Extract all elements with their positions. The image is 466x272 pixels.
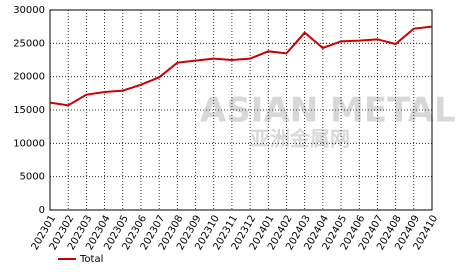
legend-label: Total	[79, 254, 103, 265]
y-tick-label: 25000	[13, 38, 45, 49]
y-tick-label: 5000	[20, 172, 45, 183]
y-tick-label: 15000	[13, 105, 45, 116]
watermark: ASIAN METAL	[200, 91, 456, 131]
plot-border	[49, 9, 433, 211]
y-tick-label: 0	[39, 205, 45, 216]
y-tick-label: 30000	[13, 5, 45, 16]
data-line	[49, 25, 433, 107]
y-tick-label: 10000	[13, 138, 45, 149]
y-tick-label: 20000	[13, 72, 45, 83]
watermark-sub: 亚洲金属网	[250, 127, 350, 151]
